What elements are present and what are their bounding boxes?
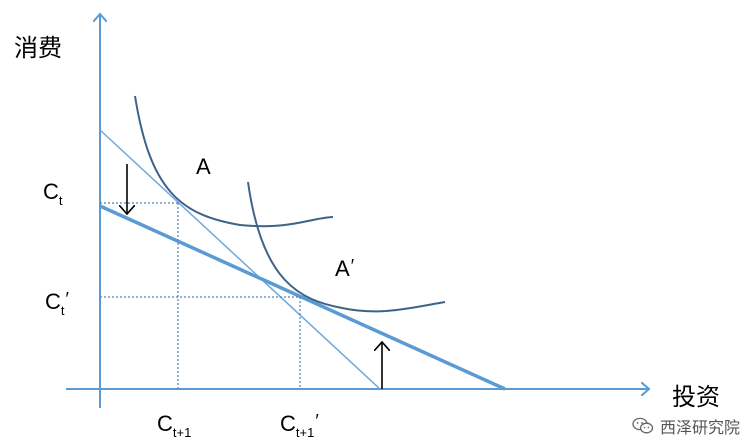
y-tick-ct: Ct [43,179,63,208]
x-tick-ct1-prime-base: C [280,411,296,436]
y-tick-ct-prime-sub: t [60,303,65,318]
original-budget-line [99,129,381,390]
x-axis-label: 投资 [672,383,720,411]
watermark-text: 西泽研究院 [659,418,740,437]
x-tick-ct1-prime-sub: t+1 [295,425,315,440]
y-tick-ct-prime-base: C [45,289,61,314]
y-axis-label: 消费 [14,34,62,62]
y-tick-ct-prime: Ct′ [45,289,69,317]
new-budget-line [99,204,506,391]
watermark: 西泽研究院 [632,414,740,438]
indifference-curve-a-prime [247,181,446,313]
x-tick-ct1-prime-mark: ′ [315,411,319,431]
point-a-prime-label: A′ [335,256,355,281]
indifference-curve-a [134,95,334,228]
point-a-label: A [196,154,211,179]
point-a-prime-mark: ′ [350,256,355,276]
y-tick-ct-prime-mark: ′ [65,289,69,309]
x-tick-ct1-prime: Ct+1′ [280,411,319,439]
x-tick-ct1-base: C [157,411,173,436]
point-a-prime-letter: A [335,256,350,281]
x-tick-ct1: Ct+1 [157,411,191,440]
x-tick-ct1-sub: t+1 [172,425,192,440]
y-tick-ct-sub: t [58,193,63,208]
wechat-icon [632,417,654,435]
y-tick-ct-base: C [43,179,59,204]
